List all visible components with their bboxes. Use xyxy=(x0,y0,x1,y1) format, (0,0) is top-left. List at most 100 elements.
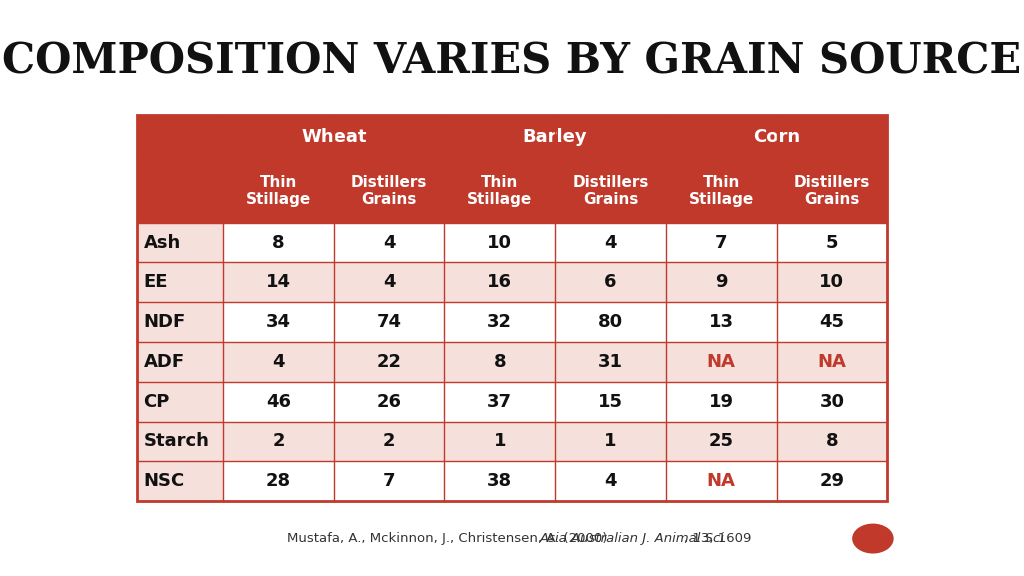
Text: 14: 14 xyxy=(266,273,291,291)
Bar xyxy=(666,222,776,263)
Text: Distillers
Grains: Distillers Grains xyxy=(351,175,427,207)
Text: 2: 2 xyxy=(383,433,395,450)
Bar xyxy=(776,302,887,342)
Bar xyxy=(334,422,444,461)
Bar xyxy=(555,461,666,501)
Bar xyxy=(137,115,887,501)
Bar xyxy=(666,159,776,222)
Text: 30: 30 xyxy=(819,393,845,411)
Bar xyxy=(776,342,887,382)
Bar xyxy=(223,382,334,422)
Bar xyxy=(137,159,223,222)
Text: EE: EE xyxy=(143,273,168,291)
Text: 2: 2 xyxy=(272,433,285,450)
Bar xyxy=(555,382,666,422)
Bar xyxy=(666,342,776,382)
Text: , 13, 1609: , 13, 1609 xyxy=(684,532,752,545)
Bar xyxy=(444,382,555,422)
Text: 37: 37 xyxy=(487,393,512,411)
Text: 46: 46 xyxy=(266,393,291,411)
Bar xyxy=(555,222,666,263)
Text: 10: 10 xyxy=(819,273,845,291)
Text: 22: 22 xyxy=(377,353,401,371)
Text: 38: 38 xyxy=(487,472,512,490)
Text: ADF: ADF xyxy=(143,353,184,371)
Text: 19: 19 xyxy=(709,393,734,411)
Bar xyxy=(223,115,444,159)
Bar xyxy=(334,263,444,302)
Text: 1: 1 xyxy=(494,433,506,450)
Bar xyxy=(776,263,887,302)
Text: 28: 28 xyxy=(266,472,291,490)
Text: CP: CP xyxy=(143,393,170,411)
Bar xyxy=(444,222,555,263)
Bar xyxy=(334,222,444,263)
Text: 34: 34 xyxy=(266,313,291,331)
Text: 7: 7 xyxy=(715,233,727,252)
Bar xyxy=(223,302,334,342)
Bar xyxy=(555,342,666,382)
Bar xyxy=(444,302,555,342)
Bar xyxy=(137,382,223,422)
Text: 32: 32 xyxy=(487,313,512,331)
Circle shape xyxy=(852,524,894,554)
Bar xyxy=(666,302,776,342)
Bar xyxy=(776,422,887,461)
Bar xyxy=(444,263,555,302)
Bar xyxy=(444,342,555,382)
Bar xyxy=(223,422,334,461)
Bar xyxy=(776,461,887,501)
Bar xyxy=(444,115,666,159)
Text: 4: 4 xyxy=(383,273,395,291)
Text: 4: 4 xyxy=(604,233,616,252)
Bar xyxy=(223,222,334,263)
Text: 4: 4 xyxy=(383,233,395,252)
Text: Distillers
Grains: Distillers Grains xyxy=(794,175,870,207)
Bar xyxy=(666,461,776,501)
Text: 25: 25 xyxy=(709,433,734,450)
Bar xyxy=(137,302,223,342)
Text: 8: 8 xyxy=(825,433,839,450)
Text: 15: 15 xyxy=(598,393,623,411)
Text: 29: 29 xyxy=(819,472,845,490)
Text: NA: NA xyxy=(707,353,735,371)
Bar xyxy=(137,115,223,159)
Bar xyxy=(444,422,555,461)
Bar xyxy=(666,263,776,302)
Bar xyxy=(137,461,223,501)
Text: 9: 9 xyxy=(715,273,727,291)
Bar xyxy=(666,382,776,422)
Text: NA: NA xyxy=(707,472,735,490)
Bar xyxy=(334,461,444,501)
Text: Thin
Stillage: Thin Stillage xyxy=(688,175,754,207)
Text: 13: 13 xyxy=(709,313,734,331)
Text: Mustafa, A., Mckinnon, J., Christensen, A. (2000): Mustafa, A., Mckinnon, J., Christensen, … xyxy=(287,532,611,545)
Text: 31: 31 xyxy=(598,353,623,371)
Bar xyxy=(137,222,223,263)
Text: NSC: NSC xyxy=(143,472,185,490)
Text: Thin
Stillage: Thin Stillage xyxy=(467,175,532,207)
Bar xyxy=(555,302,666,342)
Text: 74: 74 xyxy=(377,313,401,331)
Bar xyxy=(223,461,334,501)
Text: 16: 16 xyxy=(487,273,512,291)
Bar xyxy=(223,159,334,222)
Text: Barley: Barley xyxy=(523,128,588,146)
Text: COMPOSITION VARIES BY GRAIN SOURCE: COMPOSITION VARIES BY GRAIN SOURCE xyxy=(2,40,1022,82)
Bar xyxy=(334,159,444,222)
Bar xyxy=(776,159,887,222)
Bar xyxy=(334,302,444,342)
Bar xyxy=(776,222,887,263)
Text: Distillers
Grains: Distillers Grains xyxy=(572,175,648,207)
Bar xyxy=(776,382,887,422)
Text: 1: 1 xyxy=(604,433,616,450)
Bar xyxy=(666,422,776,461)
Bar xyxy=(137,263,223,302)
Text: 5: 5 xyxy=(825,233,839,252)
Text: 80: 80 xyxy=(598,313,623,331)
Text: 4: 4 xyxy=(604,472,616,490)
Text: Starch: Starch xyxy=(143,433,210,450)
Text: Corn: Corn xyxy=(753,128,800,146)
Bar xyxy=(666,115,887,159)
Bar xyxy=(223,342,334,382)
